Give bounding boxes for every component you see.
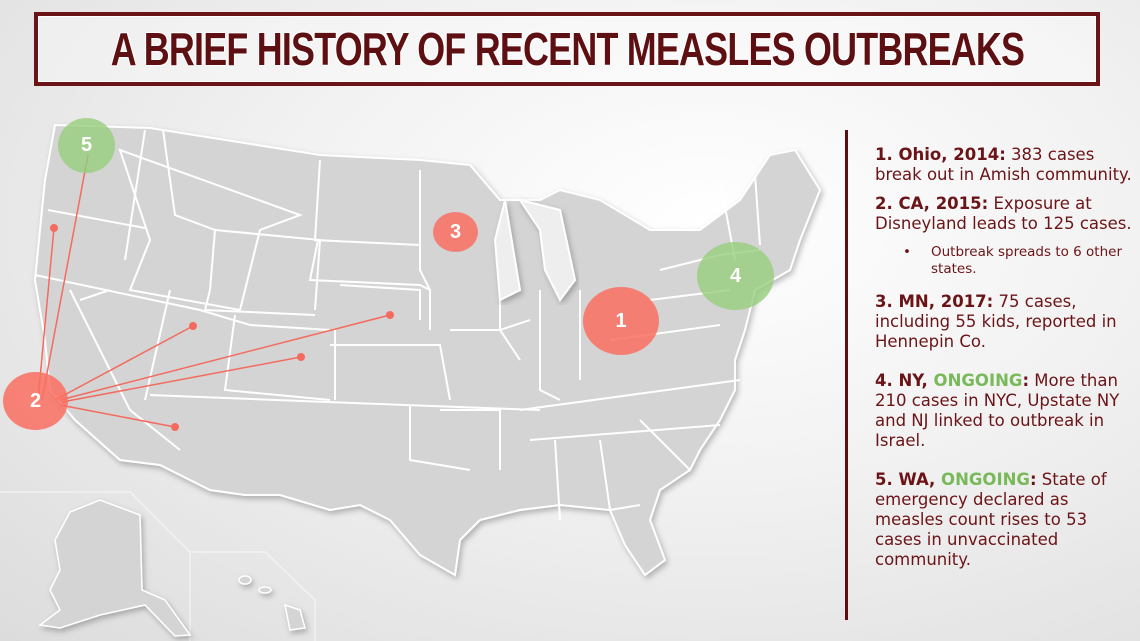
inset-frames — [0, 491, 316, 641]
marker-4-new-york[interactable]: 4 — [697, 242, 774, 310]
entry-california: 2. CA, 2015: Exposure at Disneyland lead… — [875, 194, 1135, 278]
entry-body: State of emergency declared as measles c… — [875, 470, 1107, 569]
title-banner: A BRIEF HISTORY OF RECENT MEASLES OUTBRE… — [34, 12, 1100, 86]
marker-1-ohio[interactable]: 1 — [583, 287, 659, 355]
marker-label: 2 — [29, 389, 42, 412]
entry-minnesota: 3. MN, 2017: 75 cases, including 55 kids… — [875, 292, 1135, 352]
contiguous-us — [33, 123, 822, 577]
page-title: A BRIEF HISTORY OF RECENT MEASLES OUTBRE… — [110, 23, 1024, 75]
marker-3-minnesota[interactable]: 3 — [433, 212, 478, 252]
alaska — [38, 499, 192, 637]
entry-heading: 3. MN, 2017: — [875, 292, 994, 311]
spread-dots — [50, 224, 394, 431]
alaska-hawaii — [38, 499, 306, 637]
spread-lines — [37, 154, 391, 428]
marker-label: 4 — [729, 264, 742, 287]
marker-2-california[interactable]: 2 — [3, 372, 68, 430]
status-ongoing: ONGOING — [941, 470, 1030, 489]
us-map — [0, 123, 822, 641]
marker-label: 3 — [449, 220, 462, 243]
status-ongoing: ONGOING — [933, 371, 1023, 390]
entry-body: 75 cases, including 55 kids, reported in… — [875, 292, 1117, 351]
entry-heading: 2. CA, 2015: — [875, 194, 989, 213]
entry-new-york: 4. NY, ONGOING: More than 210 cases in N… — [875, 371, 1135, 451]
marker-label: 1 — [615, 309, 627, 332]
entry-heading: 5. WA, — [875, 470, 942, 489]
entry-body: Exposure at Disneyland leads to 125 case… — [875, 194, 1132, 233]
entry-body: 383 cases break out in Amish community. — [875, 145, 1132, 184]
outbreak-list: 1. Ohio, 2014: 383 cases break out in Am… — [875, 145, 1135, 579]
colon: : — [1029, 470, 1037, 489]
entry-heading: 1. Ohio, 2014: — [875, 145, 1006, 164]
sub-bullet-text: Outbreak spreads to 6 other states. — [931, 244, 1123, 277]
great-lakes-cut — [493, 198, 577, 302]
entry-washington: 5. WA, ONGOING: State of emergency decla… — [875, 470, 1135, 570]
marker-5-washington[interactable]: 5 — [58, 118, 115, 173]
hawaii — [284, 603, 306, 631]
entry-ohio: 1. Ohio, 2014: 383 cases break out in Am… — [875, 145, 1135, 185]
entry-heading: 4. NY, — [875, 371, 934, 390]
colon: : — [1022, 371, 1030, 390]
sub-bullet: • Outbreak spreads to 6 other states. — [903, 244, 1135, 278]
bullet-icon: • — [903, 244, 911, 260]
vertical-divider — [845, 130, 848, 620]
entry-body: More than 210 cases in NYC, Upstate NY a… — [875, 371, 1120, 450]
marker-label: 5 — [80, 134, 93, 156]
state-borders — [34, 129, 761, 521]
